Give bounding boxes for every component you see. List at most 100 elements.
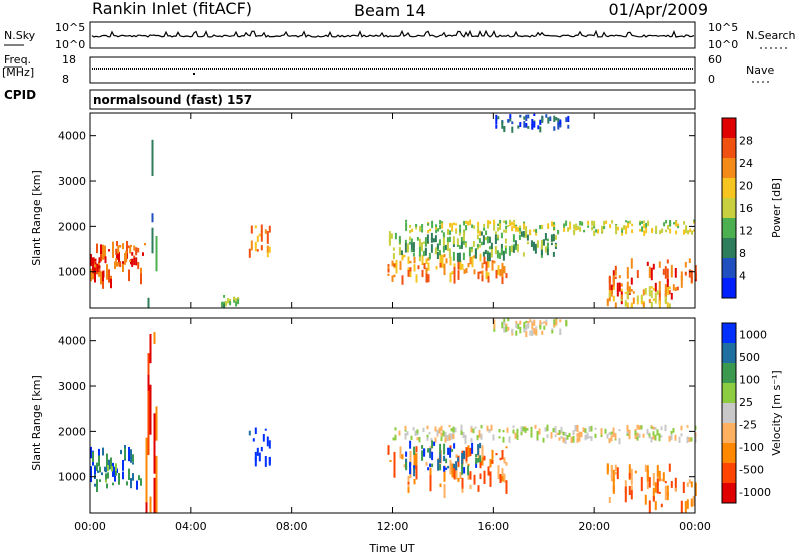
echo-cell	[526, 428, 529, 431]
echo-cell	[549, 116, 552, 121]
velocity-x-ticks: 00:00 04:00 08:00 12:00 16:00 20:00 00:00	[74, 318, 711, 533]
echo-cell	[644, 287, 647, 295]
echo-cell	[630, 258, 633, 269]
echo-cell	[418, 436, 421, 443]
echo-cell	[453, 265, 456, 275]
echo-cell	[412, 252, 415, 257]
echo-cell	[516, 433, 519, 440]
echo-cell	[94, 483, 96, 487]
echo-cell	[656, 478, 659, 494]
echo-cell	[621, 230, 624, 236]
echo-cell	[608, 497, 611, 503]
echo-cell	[407, 482, 410, 485]
echo-cell	[610, 431, 613, 435]
echo-cell	[630, 289, 633, 292]
echo-cell	[98, 265, 101, 269]
echo-cell	[425, 462, 428, 466]
echo-cell	[525, 331, 528, 338]
echo-cell	[431, 463, 434, 468]
echo-cell	[410, 238, 413, 243]
echo-cell	[455, 467, 458, 480]
y-tick-label: 1000	[58, 266, 86, 279]
echo-cell	[429, 474, 432, 492]
echo-cell	[668, 303, 671, 308]
echo-cell	[557, 229, 560, 235]
echo-cell	[460, 241, 463, 249]
echo-cell	[260, 230, 263, 242]
echo-cell	[155, 406, 158, 441]
echo-cell	[438, 239, 441, 246]
echo-cell	[514, 243, 517, 250]
echo-cell	[500, 247, 503, 256]
echo-cell	[560, 426, 563, 433]
velocity-colorbar: 1000 500 100 25 -25 -100 -500 -1000 Velocity [m …	[721, 322, 783, 504]
echo-cell	[392, 253, 395, 260]
echo-cell	[683, 229, 686, 235]
echo-cell	[630, 468, 633, 485]
echo-cell	[606, 434, 609, 439]
echo-cell	[658, 470, 661, 482]
echo-cell	[122, 460, 124, 471]
echo-cell	[680, 425, 683, 431]
x-tick-label: 00:00	[679, 520, 711, 533]
echo-cell	[576, 425, 579, 432]
echo-cell	[415, 446, 418, 453]
echo-cell	[612, 431, 615, 437]
echo-cell	[130, 449, 132, 459]
echo-cell	[431, 220, 434, 224]
echo-cell	[567, 124, 570, 129]
echo-cell	[268, 246, 271, 253]
echo-cell	[97, 470, 99, 473]
echo-cell	[92, 257, 95, 262]
echo-cell	[694, 265, 697, 280]
echo-cell	[256, 235, 259, 243]
echo-cell	[656, 464, 659, 477]
echo-cell	[434, 426, 437, 432]
echo-cell	[94, 262, 97, 265]
echo-cell	[665, 219, 668, 224]
echo-cell	[618, 275, 621, 279]
echo-cell	[268, 225, 271, 233]
echo-cell	[674, 287, 677, 292]
echo-cell	[667, 224, 670, 230]
colorbar-swatch	[722, 258, 736, 279]
echo-cell	[501, 321, 504, 329]
echo-cell	[628, 472, 631, 479]
echo-cell	[567, 115, 570, 122]
nsky-strip: N.Sky 10^5 10^0 10^5 10^0 N.Search	[4, 21, 796, 51]
echo-cell	[463, 450, 466, 458]
echo-cell	[112, 482, 114, 486]
echo-cell	[507, 225, 510, 228]
echo-cell	[522, 426, 525, 432]
power-y-axis-label: Slant Range [km]	[30, 170, 43, 266]
echo-cell	[409, 462, 412, 475]
echo-cell	[478, 430, 481, 437]
echo-cell	[573, 224, 576, 230]
echo-cell	[410, 435, 413, 440]
echo-cell	[442, 245, 445, 253]
echo-cell	[487, 466, 490, 476]
echo-cell	[422, 427, 425, 432]
echo-cell	[235, 298, 238, 303]
echo-cell	[685, 225, 688, 229]
echo-cell	[654, 292, 657, 297]
echo-cell	[447, 228, 450, 235]
echo-cell	[555, 319, 558, 326]
echo-cell	[112, 244, 114, 258]
echo-cell	[533, 331, 536, 335]
echo-cell	[483, 470, 486, 484]
echo-cell	[463, 220, 466, 226]
echo-cell	[533, 121, 536, 128]
echo-cell	[677, 223, 680, 227]
echo-cell	[443, 484, 446, 499]
velocity-panel: 1000 2000 3000 4000 00:00 04:00 08:00 12:00 16:…	[30, 317, 783, 533]
echo-cell	[534, 424, 537, 429]
echo-cell	[476, 437, 479, 440]
echo-cell	[409, 267, 412, 272]
x-axis-label: Time UT	[368, 542, 414, 554]
echo-cell	[527, 126, 530, 129]
echo-cell	[510, 245, 513, 253]
echo-cell	[473, 474, 476, 485]
echo-cell	[512, 234, 515, 243]
echo-cell	[106, 483, 108, 489]
